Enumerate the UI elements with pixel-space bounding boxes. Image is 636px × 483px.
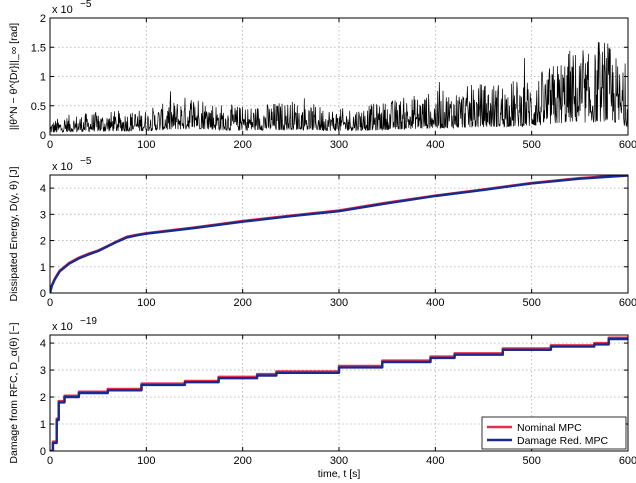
y-tick-label: 2: [40, 236, 46, 248]
y-scale-multiplier: x 10: [52, 161, 73, 173]
x-tick-label: 500: [522, 297, 540, 309]
y-tick-label: 0.5: [31, 101, 46, 113]
x-tick-label: 600: [619, 297, 636, 309]
y-tick-label: 4: [40, 338, 46, 350]
x-tick-label: 600: [619, 455, 636, 467]
y-tick-label: 2: [40, 392, 46, 404]
x-tick-label: 200: [233, 139, 251, 151]
series-line-2: [50, 175, 628, 293]
y-tick-label: 1: [40, 419, 46, 431]
x-tick-label: 0: [47, 297, 53, 309]
legend-label: Nominal MPC: [517, 422, 582, 434]
y-tick-label: 0: [40, 288, 46, 300]
x-tick-label: 300: [330, 455, 348, 467]
x-tick-label: 600: [619, 139, 636, 151]
y-axis-label: Damage from RFC, D_α(θ) [−]: [8, 322, 20, 463]
x-tick-label: 500: [522, 455, 540, 467]
plot-area: [50, 336, 628, 451]
y-tick-label: 3: [40, 209, 46, 221]
x-tick-label: 300: [330, 297, 348, 309]
y-tick-label: 1.5: [31, 42, 46, 54]
y-tick-label: 1: [40, 72, 46, 84]
x-tick-label: 400: [426, 139, 444, 151]
x-tick-label: 200: [233, 455, 251, 467]
y-tick-label: 0: [40, 446, 46, 458]
plot-area: [50, 42, 628, 133]
x-tick-label: 300: [330, 139, 348, 151]
x-tick-label: 100: [137, 455, 155, 467]
y-scale-exponent: −5: [80, 156, 92, 167]
x-tick-label: 400: [426, 455, 444, 467]
y-tick-label: 0: [40, 130, 46, 142]
x-tick-label: 400: [426, 297, 444, 309]
y-axis-label: ||θ^N − θ^{Dr}||_∞ [rad]: [8, 23, 20, 130]
x-tick-label: 0: [47, 139, 53, 151]
series-line-damage-red-mpc: [50, 337, 628, 451]
legend-box: [481, 416, 627, 450]
y-tick-label: 3: [40, 365, 46, 377]
legend-label: Damage Red. MPC: [517, 435, 608, 447]
x-tick-label: 200: [233, 297, 251, 309]
x-tick-label: 100: [137, 297, 155, 309]
chart-panel-3: 0 100 200 300 400 500 600 0 1 2 3 4 x 10 −19 Damage fr…: [8, 316, 636, 480]
chart-panel-1: 0 100 200 300 400 500 600 0 0.5 1 1.5 2 x 10 −5 ||θ^N …: [8, 0, 636, 151]
y-tick-label: 2: [40, 13, 46, 25]
y-axis-label: Dissipated Energy, D(y, θ) [J]: [8, 166, 20, 301]
y-scale-multiplier: x 10: [52, 321, 73, 333]
x-tick-label: 100: [137, 139, 155, 151]
x-tick-label: 500: [522, 139, 540, 151]
y-tick-label: 4: [40, 183, 46, 195]
chart-panel-2: 0 100 200 300 400 500 600 0 1 2 3 4 x 10 −5 Dissipated…: [8, 156, 636, 309]
x-tick-label: 0: [47, 455, 53, 467]
series-line: [50, 42, 628, 133]
y-scale-multiplier: x 10: [52, 4, 73, 16]
y-scale-exponent: −5: [80, 0, 92, 10]
plot-area: [50, 175, 628, 293]
y-scale-exponent: −19: [80, 316, 97, 327]
x-axis-label: time, t [s]: [318, 468, 361, 480]
y-tick-label: 1: [40, 262, 46, 274]
